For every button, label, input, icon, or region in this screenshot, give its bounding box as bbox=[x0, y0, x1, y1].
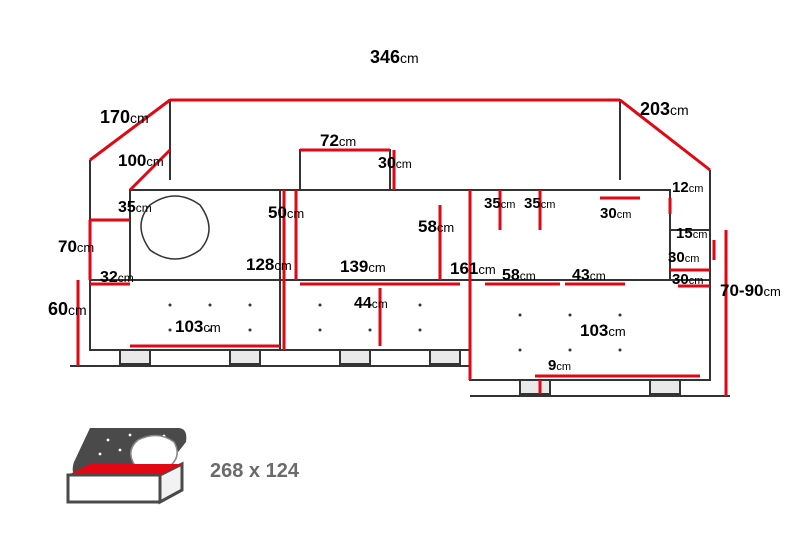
dim-foot-h: 9cm bbox=[548, 358, 571, 373]
dim-left-arm-h: 70cm bbox=[58, 238, 94, 255]
dim-right-chaise-w: 103cm bbox=[580, 322, 626, 339]
dim-r-head-h: 12cm bbox=[672, 180, 703, 195]
dim-right-height: 70-90cm bbox=[720, 282, 781, 299]
dim-left-arm-w: 35cm bbox=[118, 200, 152, 216]
dim-r-arm-w: 30cm bbox=[668, 250, 699, 265]
dim-left-depth: 170cm bbox=[100, 108, 149, 126]
diagram-stage: 346cm 170cm 203cm 100cm 35cm 70cm 60cm 3… bbox=[0, 0, 800, 533]
dim-seat-depth: 44cm bbox=[354, 296, 388, 312]
dim-r-head-w: 30cm bbox=[600, 206, 631, 221]
dim-left-height: 60cm bbox=[48, 300, 87, 318]
dim-headrest-h: 30cm bbox=[378, 156, 412, 172]
dim-r-back-a: 35cm bbox=[484, 196, 515, 211]
dim-top-width: 346cm bbox=[370, 48, 419, 66]
dim-seat-h: 58cm bbox=[418, 218, 454, 235]
bed-icon bbox=[60, 420, 200, 520]
dim-r-seat-a: 58cm bbox=[502, 268, 536, 284]
dim-right-depth: 203cm bbox=[640, 100, 689, 118]
dim-left-seat-w: 32cm bbox=[100, 270, 134, 286]
dim-r-arm-w2: 30cm bbox=[672, 272, 703, 287]
dim-r-back-b: 35cm bbox=[524, 196, 555, 211]
dim-left-inner: 100cm bbox=[118, 152, 164, 169]
dim-mid-back-h: 161cm bbox=[450, 260, 496, 277]
dim-headrest-w: 72cm bbox=[320, 132, 356, 149]
dim-r-arm-h: 15cm bbox=[676, 226, 707, 241]
bed-size-label: 268 x 124 bbox=[210, 460, 299, 483]
dim-back-h: 50cm bbox=[268, 204, 304, 221]
dim-r-seat-b: 43cm bbox=[572, 268, 606, 284]
dim-mid-seat-w: 139cm bbox=[340, 258, 386, 275]
dim-left-chaise-w: 103cm bbox=[175, 318, 221, 335]
dim-left-back-h: 128cm bbox=[246, 256, 292, 273]
